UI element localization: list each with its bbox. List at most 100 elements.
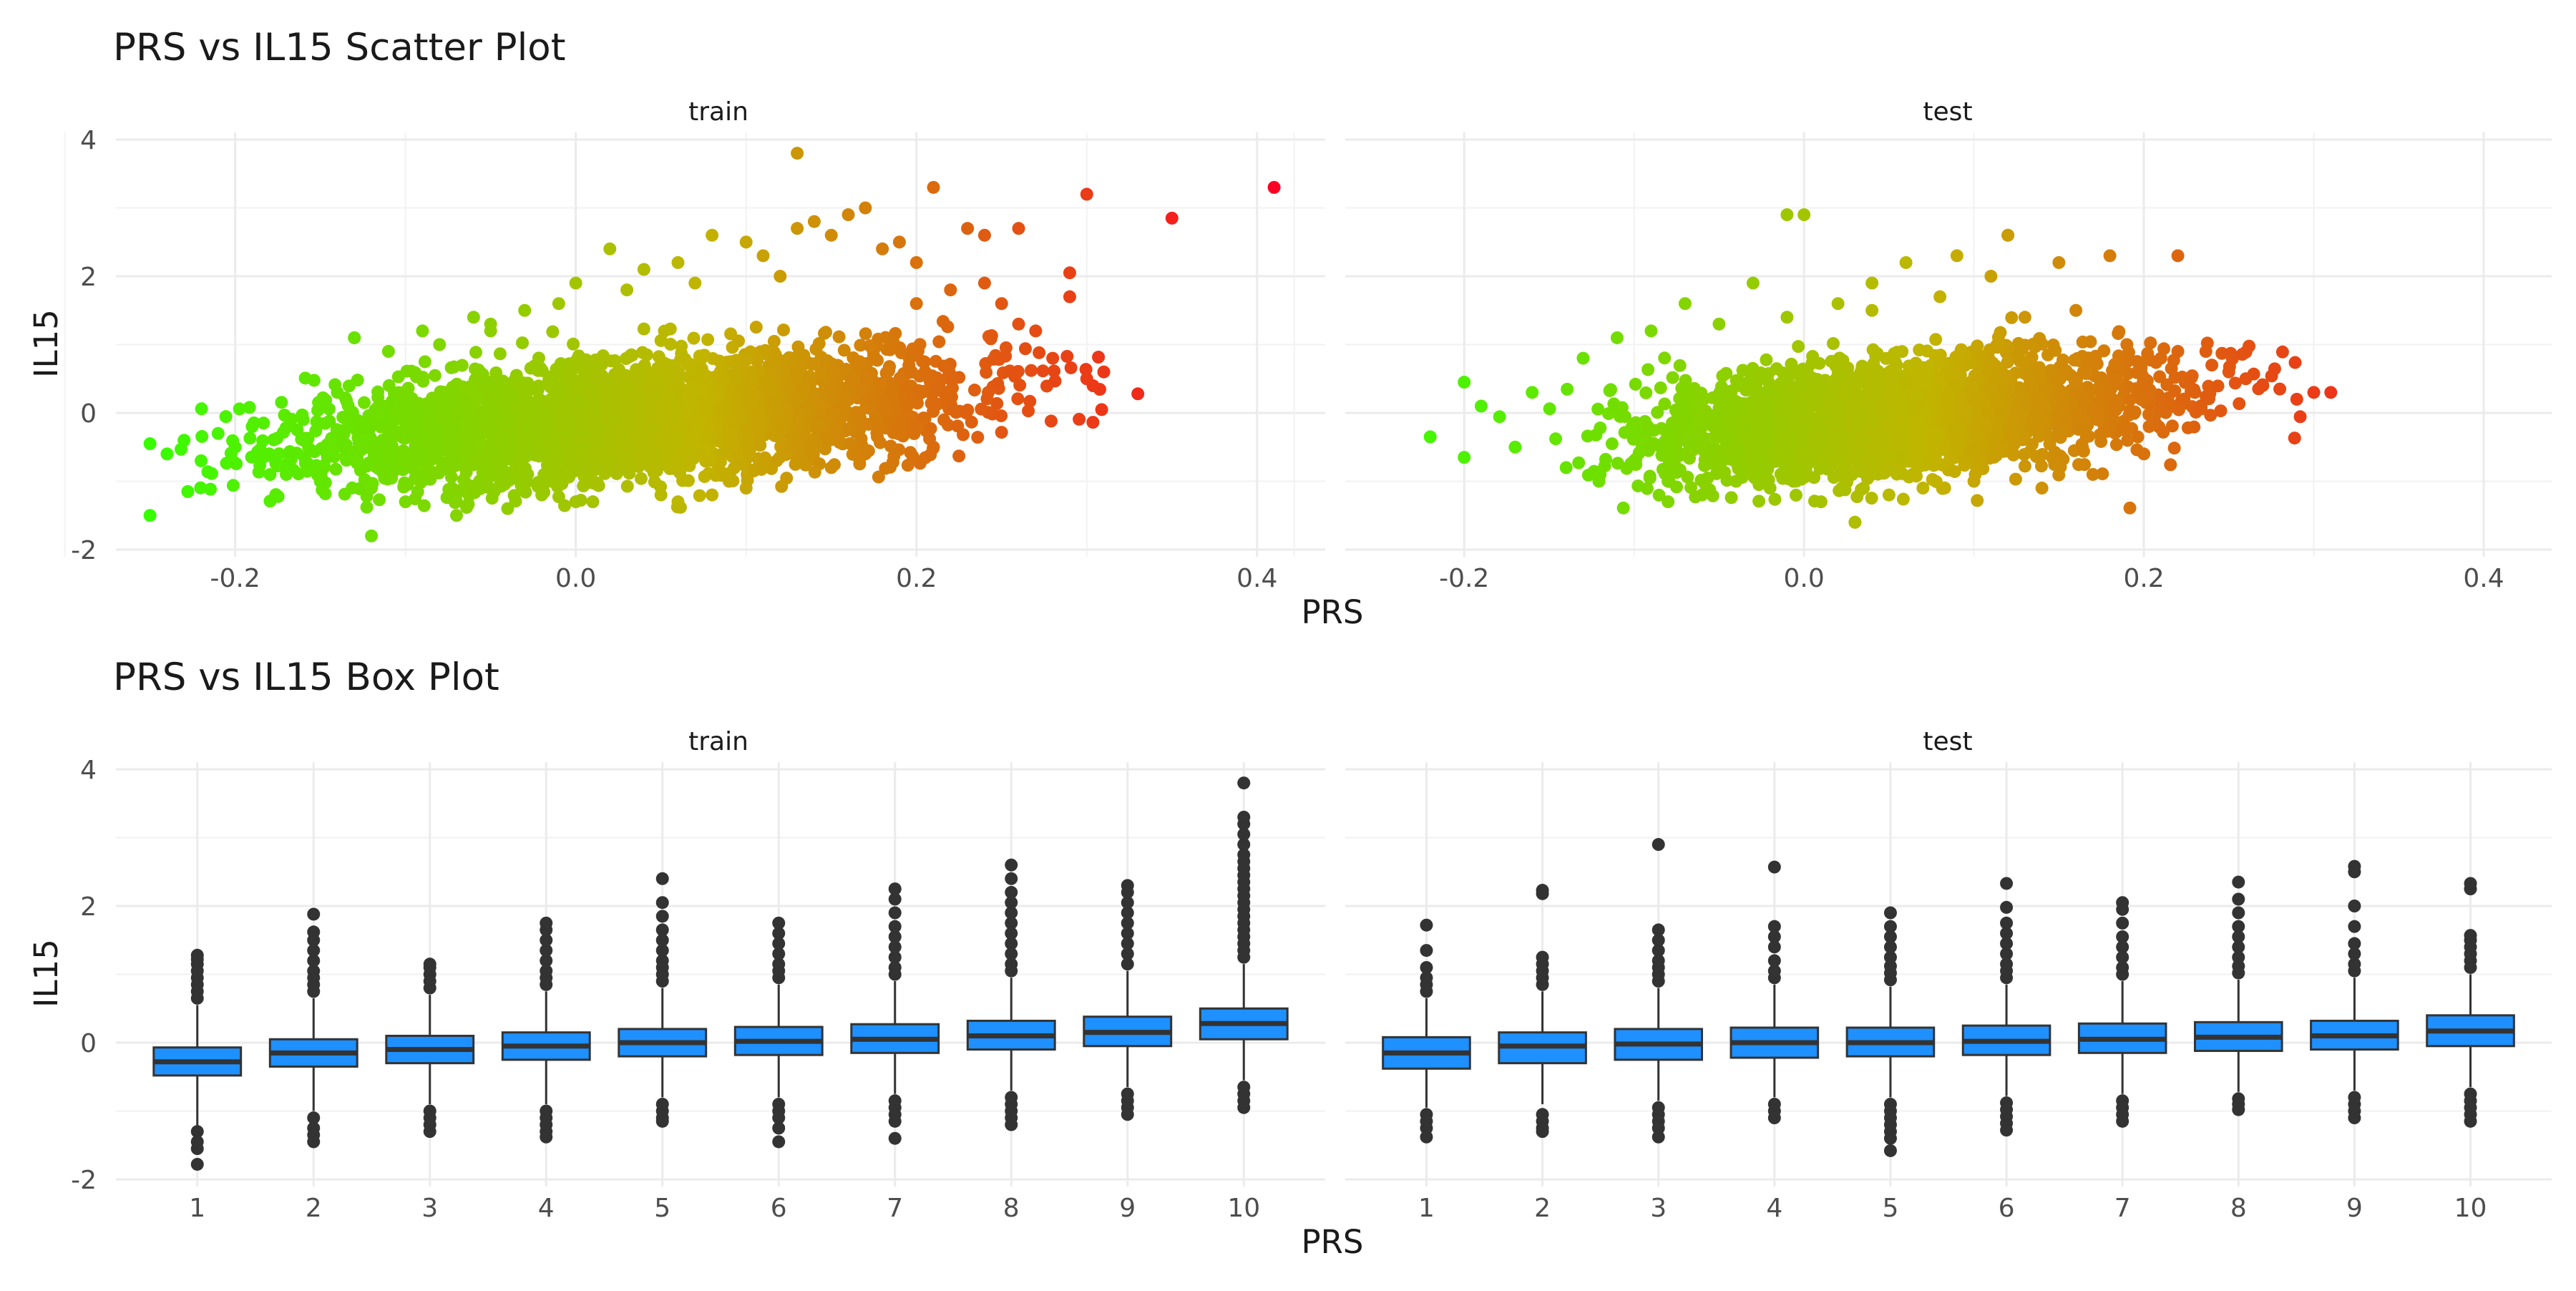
scatter-point (517, 416, 530, 429)
scatter-point (864, 339, 877, 352)
scatter-point (204, 483, 217, 496)
scatter-point (833, 331, 846, 344)
scatter-point (548, 385, 561, 398)
scatter-point (1046, 352, 1059, 365)
scatter-point (2142, 420, 2155, 433)
scatter-point (879, 462, 892, 475)
scatter-point (572, 404, 585, 417)
scatter-point (522, 376, 535, 389)
scatter-point (448, 449, 461, 462)
scatter-point (884, 344, 897, 356)
scatter-point (566, 389, 579, 402)
scatter-point (456, 359, 469, 372)
scatter-point (704, 454, 717, 467)
scatter-point (663, 395, 675, 408)
scatter-point (796, 383, 809, 396)
scatter-point (329, 463, 342, 476)
scatter-point (1048, 374, 1061, 387)
scatter-point (382, 345, 395, 358)
scatter-point (775, 480, 788, 493)
scatter-point (733, 411, 746, 424)
scatter-point (2068, 354, 2081, 366)
scatter-point (243, 432, 256, 444)
scatter-point (625, 349, 638, 361)
scatter-point (386, 450, 399, 463)
scatter-point (905, 366, 918, 379)
scatter-point (1025, 364, 1038, 377)
scatter-point (552, 297, 565, 310)
scatter-point (2005, 311, 2018, 324)
scatter-point (743, 447, 756, 459)
scatter-point (1019, 342, 1032, 355)
scatter-point (637, 435, 650, 448)
scatter-point (1617, 502, 1630, 515)
scatter-point (519, 470, 532, 483)
scatter-point (1658, 351, 1671, 364)
scatter-point (658, 429, 671, 442)
scatter-point (177, 434, 190, 447)
scatter-point (654, 449, 667, 462)
scatter-point (745, 397, 758, 410)
scatter-point (499, 401, 512, 414)
scatter-point (555, 357, 567, 370)
scatter-point (253, 459, 266, 472)
scatter-point (308, 374, 321, 386)
scatter-point (448, 437, 461, 450)
scatter-point (1828, 471, 1840, 484)
scatter-point (518, 304, 531, 317)
scatter-point (777, 323, 790, 336)
scatter-point (160, 447, 173, 460)
scatter-point (755, 463, 768, 476)
scatter-point (610, 467, 623, 480)
scatter-point (648, 476, 661, 489)
scatter-point (570, 354, 583, 366)
scatter-point (1641, 419, 1654, 432)
scatter-point (319, 487, 332, 500)
scatter-point (2294, 410, 2307, 423)
scatter-point (233, 402, 246, 415)
scatter-point (927, 441, 940, 454)
scatter-point (1760, 354, 1772, 366)
scatter-point (212, 427, 225, 440)
scatter-point (622, 371, 635, 384)
scatter-point (613, 401, 625, 414)
scatter-point (768, 335, 781, 348)
scatter-point (257, 416, 270, 429)
scatter-point (181, 485, 194, 498)
scatter-point (509, 371, 522, 384)
scatter-point (995, 297, 1008, 310)
scatter-point (412, 396, 425, 409)
scatter-point (421, 454, 434, 467)
scatter-point (924, 422, 937, 435)
scatter-point (740, 235, 753, 248)
scatter-point (1013, 318, 1025, 331)
scatter-point (532, 364, 545, 377)
scatter-point (882, 402, 894, 415)
scatter-point (751, 420, 763, 433)
scatter-point (859, 447, 872, 460)
scatter-point (881, 366, 894, 379)
scatter-point (280, 468, 293, 481)
scatter-point (338, 427, 351, 440)
scatter-point (552, 490, 565, 503)
scatter-point (1865, 492, 1878, 505)
scatter-point (884, 439, 897, 452)
scatter-point (740, 482, 753, 495)
scatter-point (680, 404, 693, 416)
scatter-point (664, 338, 677, 351)
scatter-point (671, 495, 684, 508)
scatter-point (416, 324, 429, 337)
scatter-point (623, 437, 636, 450)
scatter-point (1008, 370, 1021, 383)
scatter-point (263, 495, 276, 507)
scatter-point (451, 408, 464, 421)
scatter-point (2164, 458, 2177, 471)
scatter-point (445, 361, 458, 374)
scatter-point (299, 457, 312, 469)
scatter-point (638, 454, 650, 467)
scatter-point (419, 355, 431, 368)
scatter-point (895, 346, 908, 359)
scatter-point (514, 450, 527, 463)
scatter-point (312, 396, 325, 409)
scatter-point (587, 447, 600, 459)
